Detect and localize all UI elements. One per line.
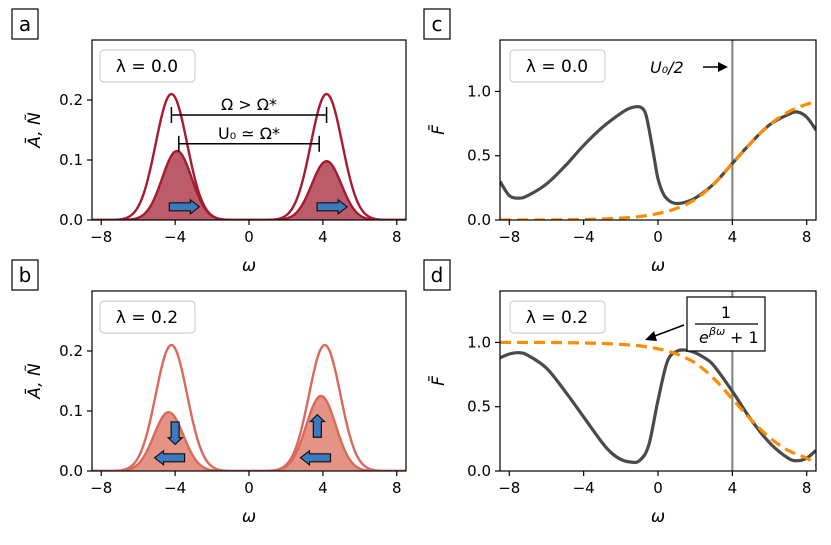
occupied-fill — [92, 396, 406, 471]
y-tick-label: 1.0 — [467, 333, 491, 351]
panel-d: d −8 −4 0 4 8 0.0 0.5 1.0 ω F̄ λ = 0.2 1e βω + 1 — [423, 259, 817, 527]
x-tick-label: 4 — [318, 479, 328, 497]
vline-label: U₀/2 — [650, 58, 684, 77]
panel-label: b — [19, 263, 32, 287]
x-tick-label: −8 — [498, 479, 520, 497]
y-tick-label: 1.0 — [467, 82, 491, 100]
arrow-head-icon — [645, 331, 657, 341]
transfer-arrow-icon — [153, 449, 186, 467]
formula-exponent: βω — [708, 325, 725, 338]
formula-base: e — [699, 328, 709, 347]
panel-b: b −8 −4 0 4 8 0.0 0.1 0.2 ω Ā, Ñ λ = 0.2 — [11, 259, 407, 527]
y-tick-label: 0.0 — [467, 462, 491, 480]
panel-label-box — [423, 259, 451, 291]
panel-label: c — [432, 12, 443, 36]
occupied-line — [92, 149, 406, 220]
y-tick-label: 0.1 — [59, 151, 83, 169]
fermi-function-line — [500, 100, 816, 220]
x-tick-label: −4 — [164, 479, 186, 497]
interval-label: U₀ ≃ Ω* — [218, 124, 280, 143]
legend-box — [99, 49, 196, 83]
x-tick-label: 4 — [318, 228, 328, 246]
legend-label: λ = 0.0 — [526, 57, 588, 77]
transfer-arrow-icon — [168, 198, 201, 216]
formula-pointer — [651, 324, 685, 338]
occupied-fill — [92, 151, 406, 220]
y-axis-label: Ā, Ñ — [23, 112, 45, 149]
x-tick-label: −8 — [498, 228, 520, 246]
x-tick-label: −8 — [90, 479, 112, 497]
panel-label-box — [11, 8, 39, 40]
y-axis-label: Ā, Ñ — [23, 363, 45, 400]
x-tick-label: 4 — [728, 479, 738, 497]
legend-box — [509, 300, 606, 334]
x-tick-label: 0 — [653, 479, 663, 497]
formula-numerator: 1 — [721, 303, 731, 322]
y-tick-label: 0.5 — [467, 147, 491, 165]
y-tick-label: 0.1 — [59, 402, 83, 420]
y-tick-label: 0.0 — [467, 211, 491, 229]
occupied-line — [92, 394, 406, 471]
legend-label: λ = 0.2 — [116, 308, 178, 328]
interval-label: Ω > Ω* — [221, 95, 277, 114]
distribution-line — [500, 348, 816, 465]
legend-label: λ = 0.2 — [526, 308, 588, 328]
y-axis-label: F̄ — [427, 125, 449, 135]
panel-label-box — [11, 259, 39, 291]
spectral-line — [92, 343, 406, 471]
x-tick-label: −8 — [90, 228, 112, 246]
legend-label: λ = 0.0 — [116, 57, 178, 77]
spectral-line — [92, 92, 406, 220]
y-axis-label: F̄ — [427, 376, 449, 386]
transfer-arrow-icon — [308, 413, 326, 438]
arrow-head-icon — [718, 62, 728, 72]
panel-label: d — [431, 263, 444, 287]
transfer-arrow-icon — [316, 198, 349, 216]
x-tick-label: 0 — [244, 479, 254, 497]
x-tick-label: 8 — [802, 479, 812, 497]
legend-box — [99, 300, 196, 334]
distribution-line — [500, 105, 816, 206]
x-tick-label: −4 — [573, 479, 595, 497]
x-axis-label: ω — [651, 507, 665, 527]
y-tick-label: 0.2 — [59, 91, 83, 109]
x-tick-label: 8 — [392, 228, 402, 246]
x-tick-label: −4 — [164, 228, 186, 246]
legend-box — [509, 49, 606, 83]
y-tick-label: 0.0 — [59, 462, 83, 480]
x-tick-label: 8 — [802, 228, 812, 246]
x-tick-label: 4 — [728, 228, 738, 246]
panel-label-box — [423, 8, 451, 40]
y-tick-label: 0.0 — [59, 211, 83, 229]
x-tick-label: −4 — [573, 228, 595, 246]
x-tick-label: 0 — [653, 228, 663, 246]
transfer-arrow-icon — [166, 421, 184, 446]
x-axis-label: ω — [242, 507, 256, 527]
y-tick-label: 0.5 — [467, 398, 491, 416]
transfer-arrow-icon — [299, 449, 332, 467]
x-axis-label: ω — [242, 256, 256, 276]
y-tick-label: 0.2 — [59, 342, 83, 360]
x-tick-label: 8 — [392, 479, 402, 497]
panel-label: a — [19, 12, 31, 36]
formula-tail: + 1 — [730, 328, 759, 347]
panel-a: a −8 −4 0 4 8 0.0 0.1 0.2 ω Ā, Ñ λ = 0.0 Ω > Ω*… — [11, 8, 407, 276]
x-tick-label: 0 — [244, 228, 254, 246]
panel-c: c −8 −4 0 4 8 0.0 0.5 1.0 ω F̄ λ = 0.0 U₀/2 — [423, 8, 817, 276]
x-axis-label: ω — [651, 256, 665, 276]
